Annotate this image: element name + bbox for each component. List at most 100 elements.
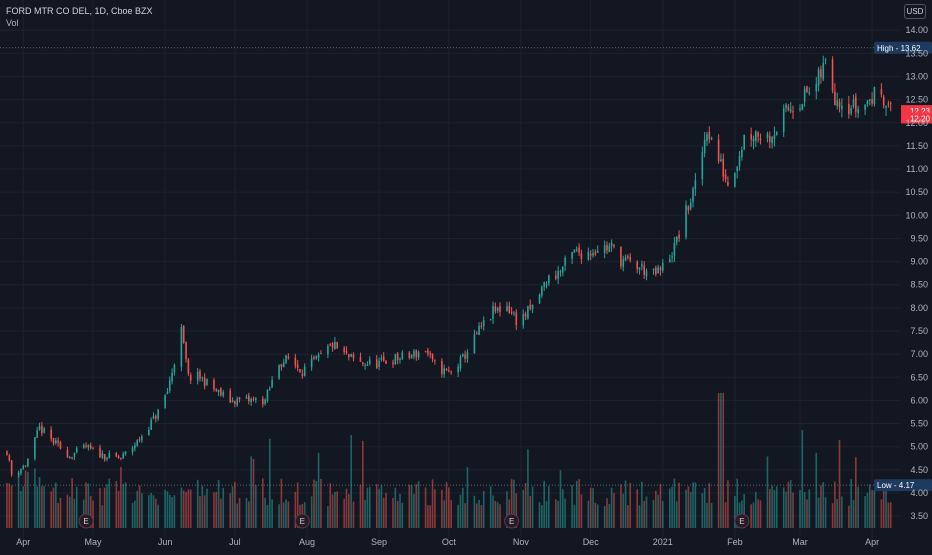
candle-body — [245, 396, 248, 399]
volume-bar — [271, 499, 273, 528]
volume-bar — [392, 497, 394, 528]
candle-body — [706, 134, 708, 142]
candle-body — [415, 350, 418, 358]
volume-bar — [136, 490, 139, 528]
candle-body — [717, 139, 720, 162]
candle-body — [327, 346, 329, 355]
volume-bar — [66, 494, 69, 528]
candle-body — [215, 389, 218, 392]
volume-bar — [645, 496, 648, 528]
volume-bar — [352, 501, 355, 528]
candle-body — [136, 440, 139, 446]
volume-bar — [320, 479, 322, 528]
candle-body — [261, 398, 264, 405]
candle-body — [545, 283, 548, 285]
candle-body — [250, 398, 252, 402]
candle-body — [594, 252, 597, 255]
x-tick-label: Feb — [727, 537, 743, 547]
volume-bar — [359, 484, 362, 528]
candle-body — [571, 251, 573, 259]
volume-bar — [652, 499, 655, 528]
candle-body — [57, 440, 59, 444]
volume-bar — [331, 494, 334, 528]
candle-body — [752, 138, 755, 142]
volume-bar — [727, 480, 729, 528]
candle-body — [531, 304, 534, 310]
y-tick-label: 6.50 — [910, 372, 928, 382]
candle-body — [10, 460, 13, 475]
volume-bar — [587, 500, 590, 528]
volume-bar — [164, 489, 166, 528]
volume-bar — [75, 486, 78, 528]
volume-bar — [450, 500, 452, 528]
volume-bar — [513, 479, 515, 528]
candle-body — [806, 86, 808, 93]
volume-bar — [187, 489, 190, 528]
candle-body — [578, 247, 580, 253]
volume-label: Vol — [6, 18, 19, 28]
candle-body — [141, 436, 143, 441]
volume-bar — [382, 497, 385, 528]
candle-body — [564, 257, 566, 266]
candle-body — [168, 380, 171, 391]
symbol-title: FORD MTR CO DEL, 1D, Cboe BZX — [6, 6, 153, 16]
y-tick-label: 10.00 — [905, 210, 928, 220]
candle-body — [541, 286, 543, 296]
volume-bar — [889, 502, 892, 528]
candle-body — [620, 246, 622, 267]
volume-bar — [524, 482, 527, 528]
candle-body — [8, 455, 11, 461]
candle-body — [527, 306, 529, 319]
candle-body — [336, 342, 339, 349]
candle-body — [448, 370, 450, 372]
volume-bar — [643, 500, 645, 528]
candle-body — [743, 135, 745, 150]
candle-body — [334, 341, 336, 350]
currency-button[interactable]: USD — [904, 4, 926, 19]
volume-bar — [399, 493, 401, 528]
volume-bar — [838, 439, 841, 528]
x-tick-label: Apr — [16, 537, 30, 547]
volume-bar — [24, 470, 27, 528]
candle-body — [575, 249, 578, 251]
candle-body — [734, 172, 736, 187]
volume-bar — [122, 483, 125, 528]
candle-body — [213, 380, 215, 390]
candle-body — [475, 333, 478, 335]
volume-bar — [627, 505, 629, 528]
candle-body — [589, 253, 592, 256]
candle-body — [220, 388, 222, 396]
volume-bar — [868, 484, 871, 528]
candle-body — [852, 99, 855, 107]
candle-body — [255, 398, 257, 400]
candle-body — [196, 372, 199, 381]
candle-body — [848, 103, 850, 115]
volume-bar — [52, 487, 55, 528]
candle-body — [785, 104, 787, 108]
x-tick-label: May — [85, 537, 103, 547]
volume-bar — [231, 486, 234, 528]
candle-body — [310, 358, 313, 368]
volume-bar — [106, 484, 108, 528]
volume-bar — [638, 505, 641, 528]
volume-bar — [20, 491, 22, 528]
volume-bar — [150, 492, 152, 528]
volume-bar — [350, 435, 352, 528]
volume-bar — [673, 478, 676, 528]
volume-bar — [701, 493, 704, 528]
volume-bar — [880, 499, 883, 528]
volume-bar — [415, 484, 418, 528]
candle-body — [399, 358, 401, 361]
candle-body — [820, 69, 822, 78]
volume-bar — [185, 491, 187, 528]
volume-bar — [248, 501, 250, 528]
volume-bar — [506, 491, 508, 528]
volume-bar — [148, 495, 150, 528]
volume-bar — [782, 487, 785, 528]
earnings-marker — [78, 513, 94, 529]
volume-bar — [564, 498, 566, 528]
volume-bar — [329, 483, 332, 528]
